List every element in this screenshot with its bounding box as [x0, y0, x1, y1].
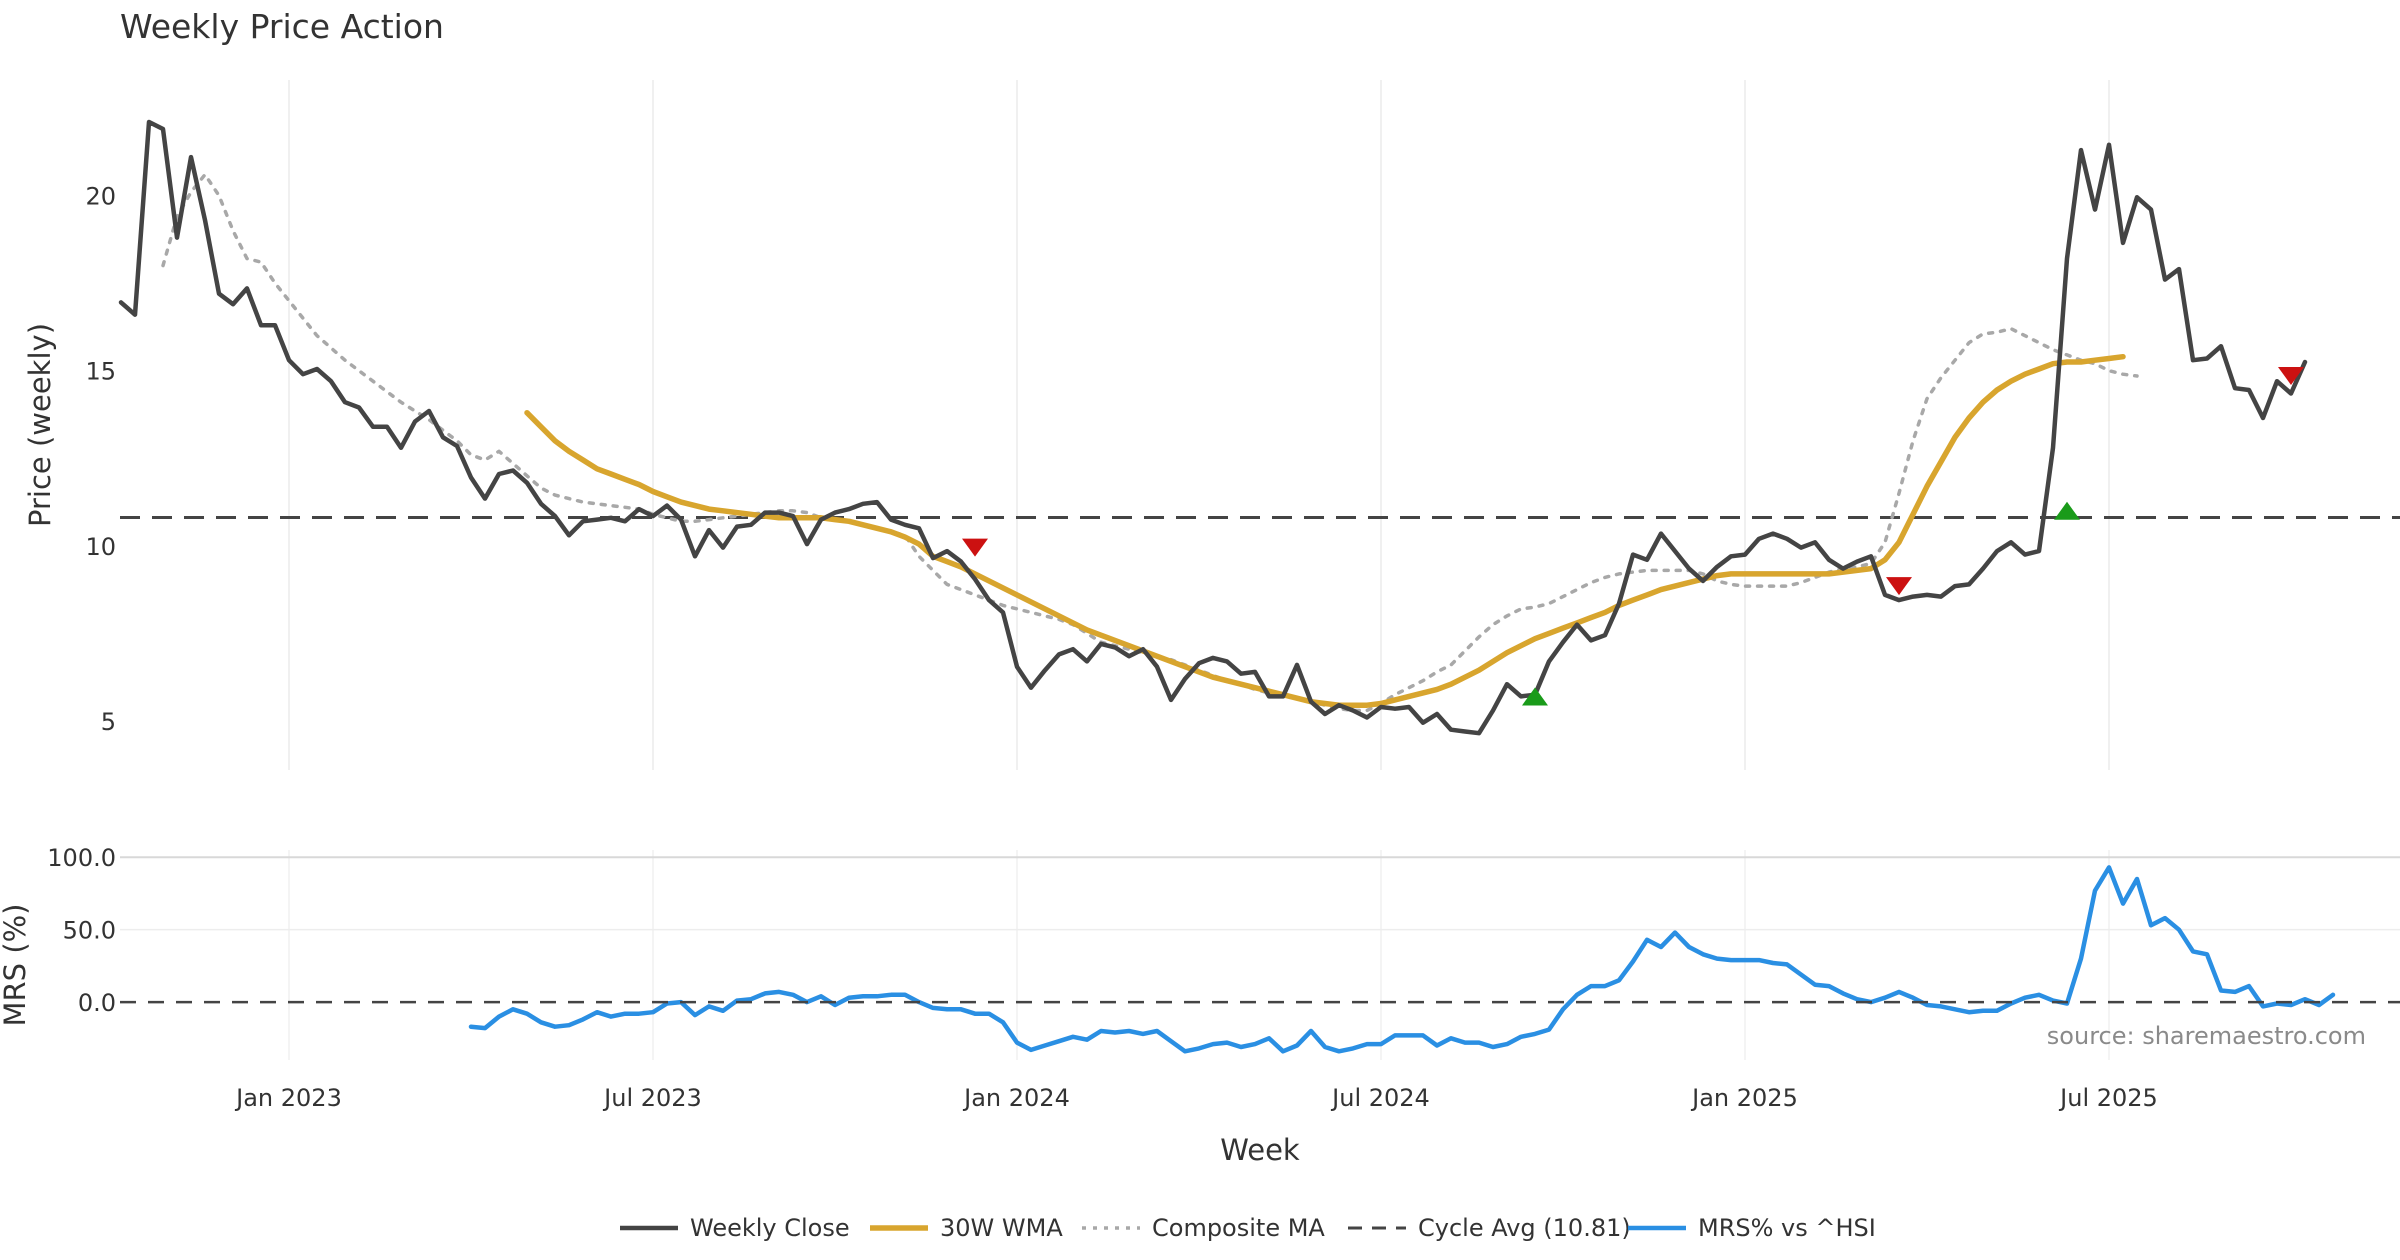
legend: Weekly Close 30W WMA Composite MA Cycle Avg… — [620, 1214, 1876, 1242]
chart-title: Weekly Price Action — [120, 7, 444, 46]
price-y-tick-label: 5 — [101, 708, 116, 736]
x-tick-label: Jul 2025 — [2058, 1084, 2158, 1112]
mrs-y-tick-label: 50.0 — [63, 917, 116, 945]
price-y-axis-label: Price (weekly) — [23, 323, 57, 527]
mrs-y-tick-label: 0.0 — [78, 989, 116, 1017]
mrs-line — [468, 865, 2336, 1054]
legend-label: Composite MA — [1152, 1214, 1325, 1242]
legend-item: Composite MA — [1082, 1214, 1325, 1242]
price-y-tick-label: 20 — [85, 183, 116, 211]
buy-signal-marker — [2054, 501, 2080, 520]
legend-label: Weekly Close — [690, 1214, 850, 1242]
legend-label: MRS% vs ^HSI — [1698, 1214, 1876, 1242]
mrs-series — [120, 865, 2400, 1054]
sell-signal-marker — [1886, 577, 1912, 596]
mrs-y-tick-label: 100.0 — [47, 844, 116, 872]
sell-signal-marker — [962, 538, 988, 557]
x-axis-label: Week — [1220, 1133, 1300, 1167]
price-grid — [288, 80, 2110, 770]
composite-ma-line — [161, 172, 2139, 713]
buy-signal-marker — [1522, 687, 1548, 706]
x-tick-labels: Jan 2023 Jul 2023 Jan 2024 Jul 2024 Jan 2025… — [234, 1084, 2158, 1112]
30w-wma-line — [524, 353, 2126, 708]
mrs-y-axis-label: MRS (%) — [0, 904, 32, 1027]
weekly-close-line — [118, 119, 2308, 736]
legend-item: MRS% vs ^HSI — [1628, 1214, 1876, 1242]
x-tick-label: Jul 2024 — [1330, 1084, 1430, 1112]
x-tick-label: Jan 2024 — [962, 1084, 1070, 1112]
legend-item: 30W WMA — [870, 1214, 1063, 1242]
sell-signal-marker — [2278, 366, 2304, 385]
legend-item: Weekly Close — [620, 1214, 850, 1242]
price-markers — [962, 366, 2304, 706]
source-credit: source: sharemaestro.com — [2047, 1022, 2366, 1050]
x-tick-label: Jan 2025 — [1690, 1084, 1798, 1112]
price-series — [118, 119, 2400, 736]
legend-label: 30W WMA — [940, 1214, 1063, 1242]
mrs-grid — [120, 850, 2400, 1060]
x-tick-label: Jul 2023 — [602, 1084, 702, 1112]
legend-label: Cycle Avg (10.81) — [1418, 1214, 1631, 1242]
x-tick-label: Jan 2023 — [234, 1084, 342, 1112]
legend-item: Cycle Avg (10.81) — [1348, 1214, 1631, 1242]
y-tick-labels: 5 10 15 20 100.0 50.0 0.0 — [47, 183, 116, 1017]
price-y-tick-label: 10 — [85, 533, 116, 561]
price-y-tick-label: 15 — [85, 358, 116, 386]
